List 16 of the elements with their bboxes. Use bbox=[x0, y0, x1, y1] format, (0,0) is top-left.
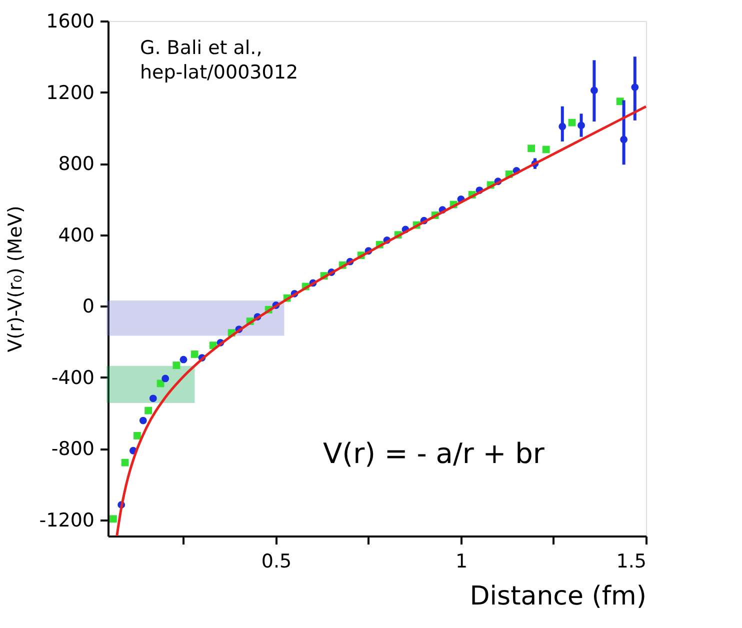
y-tick-label: -800 bbox=[51, 438, 94, 460]
y-tick-label: 0 bbox=[82, 296, 94, 318]
x-tick-label: 1 bbox=[455, 550, 468, 572]
x-tick-label: 1.5 bbox=[616, 550, 646, 572]
y-tick-label: 400 bbox=[58, 224, 94, 246]
y-tick-label: -1200 bbox=[39, 509, 94, 532]
y-tick-label: -400 bbox=[51, 366, 94, 389]
y-axis-title: V(r)-V(r₀) (MeV) bbox=[4, 206, 26, 352]
x-axis-title: Distance (fm) bbox=[470, 582, 646, 612]
x-tick-label: 0.5 bbox=[261, 550, 292, 572]
y-tick-label: 1200 bbox=[46, 82, 94, 104]
annotation: V(r) = - a/r + br bbox=[323, 437, 545, 470]
y-tick-label: 1600 bbox=[46, 10, 94, 32]
y-tick-label: 800 bbox=[58, 153, 94, 176]
line-series bbox=[116, 105, 648, 538]
annotation: G. Bali et al., hep-lat/0003012 bbox=[140, 37, 298, 84]
